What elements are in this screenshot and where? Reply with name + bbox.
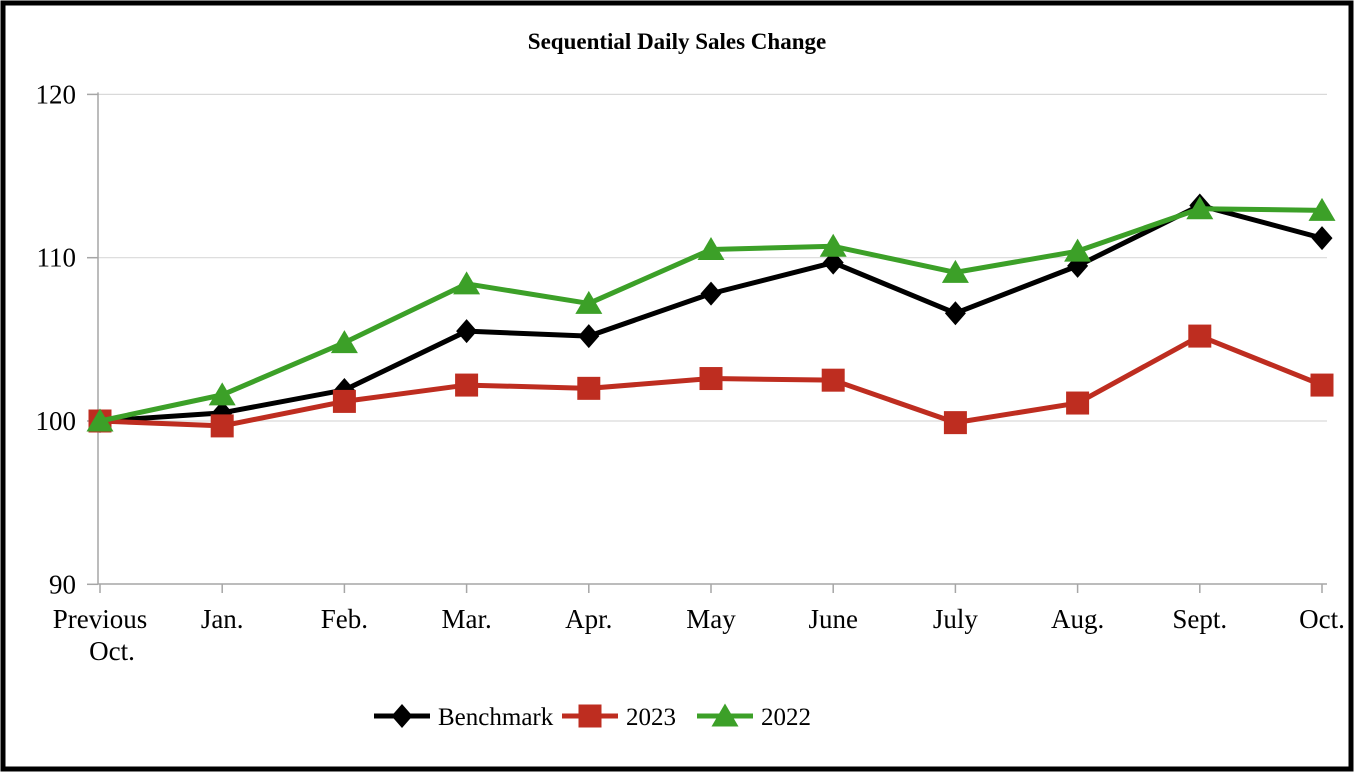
data-point-2022-6 (819, 233, 847, 257)
x-tick-label: July (933, 604, 979, 634)
data-point-benchmark-8 (1067, 253, 1089, 278)
data-point-2023-9 (1188, 324, 1212, 348)
x-tick-label: June (808, 604, 858, 634)
x-tick-label: Feb. (321, 604, 368, 634)
legend-label-2022: 2022 (761, 704, 811, 731)
legend-label-2023: 2023 (626, 704, 676, 731)
x-tick-label: Jan. (201, 604, 244, 634)
x-tick-label: May (686, 604, 736, 634)
data-point-2023-2 (332, 389, 356, 413)
data-point-2023-10 (1310, 373, 1334, 397)
data-point-2023-3 (455, 373, 479, 397)
y-tick-label: 110 (37, 243, 77, 273)
data-point-2023-1 (210, 414, 234, 438)
data-point-2022-0 (86, 408, 114, 432)
data-point-benchmark-5 (700, 281, 722, 306)
data-point-2022-10 (1308, 197, 1336, 221)
y-tick-label: 120 (36, 79, 77, 109)
x-tick-label: Sept. (1172, 604, 1227, 634)
data-point-2022-8 (1064, 238, 1092, 262)
data-point-benchmark-7 (944, 301, 966, 326)
data-point-2022-1 (208, 382, 236, 406)
data-point-2022-3 (453, 271, 481, 295)
legend-diamond-icon (391, 704, 413, 728)
data-point-2022-4 (575, 290, 603, 314)
x-tick-label: Previous (53, 604, 148, 634)
data-point-2022-9 (1186, 196, 1214, 220)
legend-label-benchmark: Benchmark (438, 704, 554, 731)
x-tick-label: Aug. (1051, 604, 1104, 634)
y-tick-label: 90 (49, 569, 76, 599)
x-tick-label: Mar. (441, 604, 491, 634)
chart-title: Sequential Daily Sales Change (528, 29, 826, 54)
data-point-benchmark-4 (578, 324, 600, 349)
data-point-2023-6 (821, 368, 845, 392)
data-point-2023-5 (699, 367, 723, 391)
data-point-2023-7 (943, 411, 967, 435)
x-tick-label: Oct. (89, 636, 135, 666)
data-point-2022-2 (330, 330, 358, 354)
data-point-2023-4 (577, 376, 601, 400)
data-point-2023-8 (1066, 391, 1090, 415)
x-tick-label: Oct. (1299, 604, 1345, 634)
data-point-benchmark-3 (456, 319, 478, 344)
x-tick-label: Apr. (565, 604, 612, 634)
data-point-2022-7 (941, 259, 969, 283)
y-tick-label: 100 (36, 406, 77, 436)
data-point-2022-5 (697, 237, 725, 261)
data-point-benchmark-10 (1311, 226, 1333, 251)
legend-triangle-icon (711, 703, 739, 727)
legend-square-icon (578, 704, 602, 728)
